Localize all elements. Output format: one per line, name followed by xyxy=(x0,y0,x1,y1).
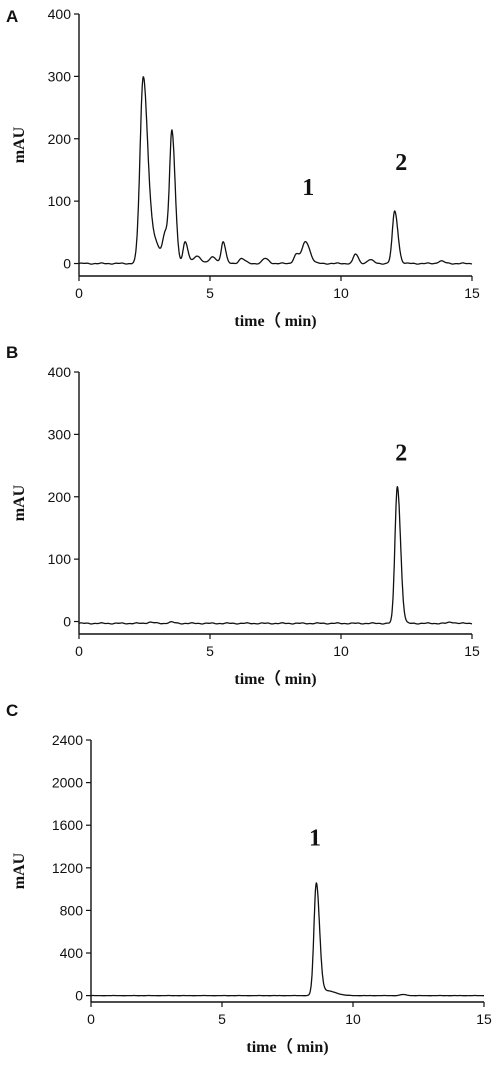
y-tick-label: 300 xyxy=(48,426,72,442)
x-axis-label: time（ min) xyxy=(234,670,316,688)
x-axis-label: time（ min) xyxy=(234,312,316,330)
y-tick-label: 1600 xyxy=(52,817,83,833)
peak-label: 1 xyxy=(302,175,314,201)
peak-label: 2 xyxy=(395,150,407,176)
y-tick-label: 0 xyxy=(63,256,71,272)
peak-label: 1 xyxy=(309,825,321,851)
chromatogram-trace xyxy=(78,485,473,625)
chart-panel-c: C 0 400 800 1200 1600 2000 2400 0 5 10 15 time（ min)… xyxy=(6,701,492,1056)
y-tick-label: 100 xyxy=(48,193,72,209)
chromatogram-trace xyxy=(78,76,473,265)
chart-panel-b: B 0 100 200 300 400 0 5 10 15 time（ min) mAU 2 xyxy=(6,343,480,688)
y-axis-label: mAU xyxy=(11,126,28,163)
y-tick-label: 400 xyxy=(48,6,72,22)
y-tick-label: 0 xyxy=(63,614,71,630)
y-tick-label: 200 xyxy=(48,131,72,147)
x-tick-label: 0 xyxy=(87,1011,95,1027)
x-tick-label: 5 xyxy=(218,1011,226,1027)
y-tick-label: 800 xyxy=(60,902,84,918)
x-tick-label: 15 xyxy=(476,1011,492,1027)
panel-letter: C xyxy=(6,701,18,720)
peak-label: 2 xyxy=(395,441,407,467)
y-tick-label: 2000 xyxy=(52,775,83,791)
x-tick-label: 15 xyxy=(464,285,480,301)
chromatogram-trace xyxy=(90,882,485,997)
x-tick-label: 15 xyxy=(464,643,480,659)
y-tick-label: 2400 xyxy=(52,732,83,748)
panel-letter: A xyxy=(6,7,18,26)
y-tick-label: 0 xyxy=(75,988,83,1004)
y-axis-label: mAU xyxy=(11,484,28,521)
y-tick-label: 400 xyxy=(48,364,72,380)
x-tick-label: 10 xyxy=(345,1011,361,1027)
x-tick-label: 0 xyxy=(75,643,83,659)
chart-panel-a: A 0 100 200 300 400 0 5 10 15 time（ min) mAU 1 2 xyxy=(6,6,480,330)
x-tick-label: 5 xyxy=(206,643,214,659)
y-tick-label: 100 xyxy=(48,551,72,567)
x-tick-label: 10 xyxy=(333,643,349,659)
y-tick-label: 400 xyxy=(60,945,84,961)
x-tick-label: 10 xyxy=(333,285,349,301)
y-tick-label: 200 xyxy=(48,489,72,505)
x-tick-label: 0 xyxy=(75,285,83,301)
x-tick-label: 5 xyxy=(206,285,214,301)
y-axis-label: mAU xyxy=(11,852,28,889)
x-axis-label: time（ min) xyxy=(246,1038,328,1056)
y-tick-label: 300 xyxy=(48,68,72,84)
panel-letter: B xyxy=(6,343,18,362)
y-tick-label: 1200 xyxy=(52,860,83,876)
